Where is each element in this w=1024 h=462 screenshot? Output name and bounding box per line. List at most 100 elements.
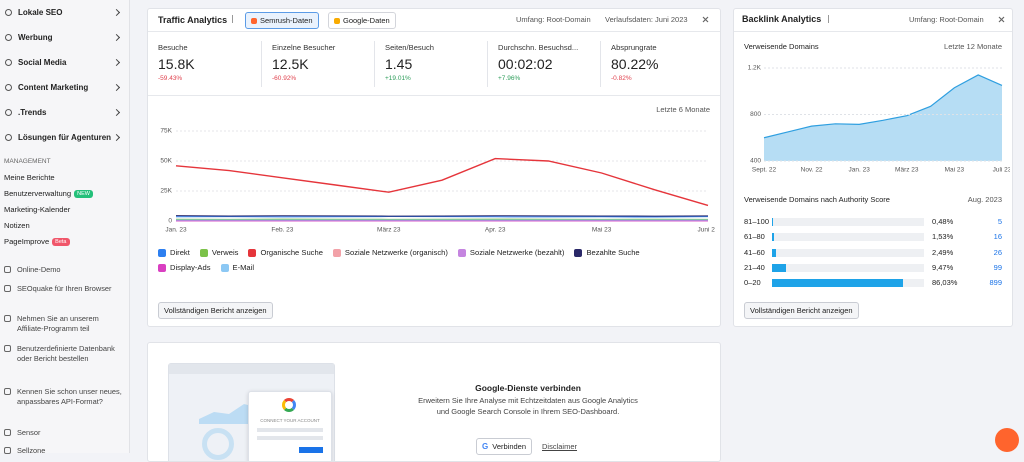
count-label[interactable]: 16 <box>994 232 1002 241</box>
metric: Durchschn. Besuchsd...00:02:02+7.96% <box>487 41 599 87</box>
chat-button[interactable] <box>995 428 1019 452</box>
extra-item[interactable]: Benutzerdefinierte Datenbank oder Berich… <box>4 344 122 364</box>
extra-icon <box>4 345 11 352</box>
report-button[interactable]: Vollständigen Bericht anzeigen <box>158 302 273 319</box>
x-tick-label: Sept. 22 <box>752 167 777 174</box>
nav-icon <box>5 34 12 41</box>
x-tick-label: Jan. 23 <box>849 167 871 174</box>
extra-item[interactable]: Kennen Sie schon unser neues, anpassbare… <box>4 387 122 407</box>
legend-label: Soziale Netzwerke (bezahlt) <box>470 248 565 257</box>
y-tick-label: 0 <box>168 218 172 225</box>
extra-item[interactable]: Nehmen Sie an unserem Affiliate-Programm… <box>4 314 122 334</box>
metric-label: Besuche <box>158 43 260 52</box>
score-range: 61–80 <box>744 232 765 241</box>
extra-label: Online-Demo <box>17 265 61 275</box>
percent-label: 9,47% <box>932 263 953 272</box>
extra-icon <box>4 266 11 273</box>
legend-item[interactable]: Verweis <box>200 245 239 260</box>
legend-item[interactable]: Bezahlte Suche <box>574 245 639 260</box>
x-tick-label: Nov. 22 <box>801 167 823 174</box>
legend-label: E-Mail <box>233 263 255 272</box>
scope-label: Umfang: Root-Domain <box>909 15 984 24</box>
close-button[interactable] <box>998 16 1005 23</box>
legend-item[interactable]: Display-Ads <box>158 260 211 275</box>
extra-label: SEOquake für Ihren Browser <box>17 284 111 294</box>
period-label: Letzte 12 Monate <box>944 42 1002 51</box>
metric-value: 12.5K <box>272 56 373 72</box>
google-g: G <box>482 442 488 451</box>
nav-item[interactable]: Lokale SEO <box>0 2 129 22</box>
chart-subtitle: Verweisende Domains <box>744 42 819 51</box>
count-label[interactable]: 5 <box>998 217 1002 226</box>
connect-button[interactable]: G Verbinden <box>476 438 532 455</box>
google-title: Google-Dienste verbinden <box>378 383 678 393</box>
bar <box>772 249 776 257</box>
count-label[interactable]: 899 <box>989 278 1002 287</box>
nav-item[interactable]: Content Marketing <box>0 77 129 97</box>
scope-label: Umfang: Root-Domain <box>516 15 591 24</box>
chevron <box>113 133 120 140</box>
panel-title: Backlink Analytics <box>742 14 821 24</box>
nav-item[interactable]: Social Media <box>0 52 129 72</box>
x-tick-label: Juni 23 <box>698 227 715 234</box>
count-label[interactable]: 99 <box>994 263 1002 272</box>
placeholder-button <box>299 447 323 453</box>
extra-icon <box>4 315 11 322</box>
nav-label: Social Media <box>18 58 66 67</box>
extra-item[interactable]: SEOquake für Ihren Browser <box>4 284 122 294</box>
legend-label: Display-Ads <box>170 263 211 272</box>
extra-label: Kennen Sie schon unser neues, anpassbare… <box>17 387 122 407</box>
x-tick-label: Feb. 23 <box>271 227 293 234</box>
bar <box>772 233 774 241</box>
legend-item[interactable]: Direkt <box>158 245 190 260</box>
extra-item[interactable]: Sellzone <box>4 446 122 456</box>
nav-icon <box>5 134 12 141</box>
tab-label: Semrush-Daten <box>260 16 313 25</box>
metric-value: 80.22% <box>611 56 712 72</box>
x-tick-label: März 23 <box>377 227 401 234</box>
management-item[interactable]: Notizen <box>4 221 30 230</box>
divider <box>734 31 1012 32</box>
percent-label: 2,49% <box>932 248 953 257</box>
nav-icon <box>5 9 12 16</box>
extra-item[interactable]: Sensor <box>4 428 122 438</box>
legend-item[interactable]: Organische Suche <box>248 245 322 260</box>
badge: Beta <box>52 238 69 246</box>
extra-icon <box>4 388 11 395</box>
x-tick-label: Juli 23 <box>993 167 1010 174</box>
extra-icon <box>4 285 11 292</box>
close-button[interactable] <box>702 16 709 23</box>
management-label: Benutzerverwaltung <box>4 189 71 198</box>
report-button[interactable]: Vollständigen Bericht anzeigen <box>744 302 859 319</box>
connect-label: Verbinden <box>492 442 526 451</box>
nav-item[interactable]: .Trends <box>0 102 129 122</box>
management-item[interactable]: Marketing-Kalender <box>4 205 70 214</box>
count-label[interactable]: 26 <box>994 248 1002 257</box>
y-tick-label: 75K <box>160 128 172 135</box>
nav-item[interactable]: Lösungen für Agenturen <box>0 127 129 147</box>
data-tab[interactable]: Google-Daten <box>328 12 396 29</box>
legend-item[interactable]: Soziale Netzwerke (bezahlt) <box>458 245 565 260</box>
percent-label: 0,48% <box>932 217 953 226</box>
legend-label: Organische Suche <box>260 248 322 257</box>
extra-label: Sensor <box>17 428 40 438</box>
nav-label: Werbung <box>18 33 53 42</box>
legend-swatch <box>158 249 166 257</box>
nav-item[interactable]: Werbung <box>0 27 129 47</box>
metric-value: 15.8K <box>158 56 260 72</box>
metric-change: +7.96% <box>498 75 599 82</box>
disclaimer-link[interactable]: Disclaimer <box>542 442 577 451</box>
management-label: PageImprove <box>4 237 49 246</box>
management-item[interactable]: Meine Berichte <box>4 173 55 182</box>
legend-item[interactable]: Soziale Netzwerke (organisch) <box>333 245 448 260</box>
legend-item[interactable]: E-Mail <box>221 260 255 275</box>
metric-label: Absprungrate <box>611 43 712 52</box>
percent-label: 1,53% <box>932 232 953 241</box>
data-tab[interactable]: Semrush-Daten <box>245 12 319 29</box>
extra-item[interactable]: Online-Demo <box>4 265 122 275</box>
